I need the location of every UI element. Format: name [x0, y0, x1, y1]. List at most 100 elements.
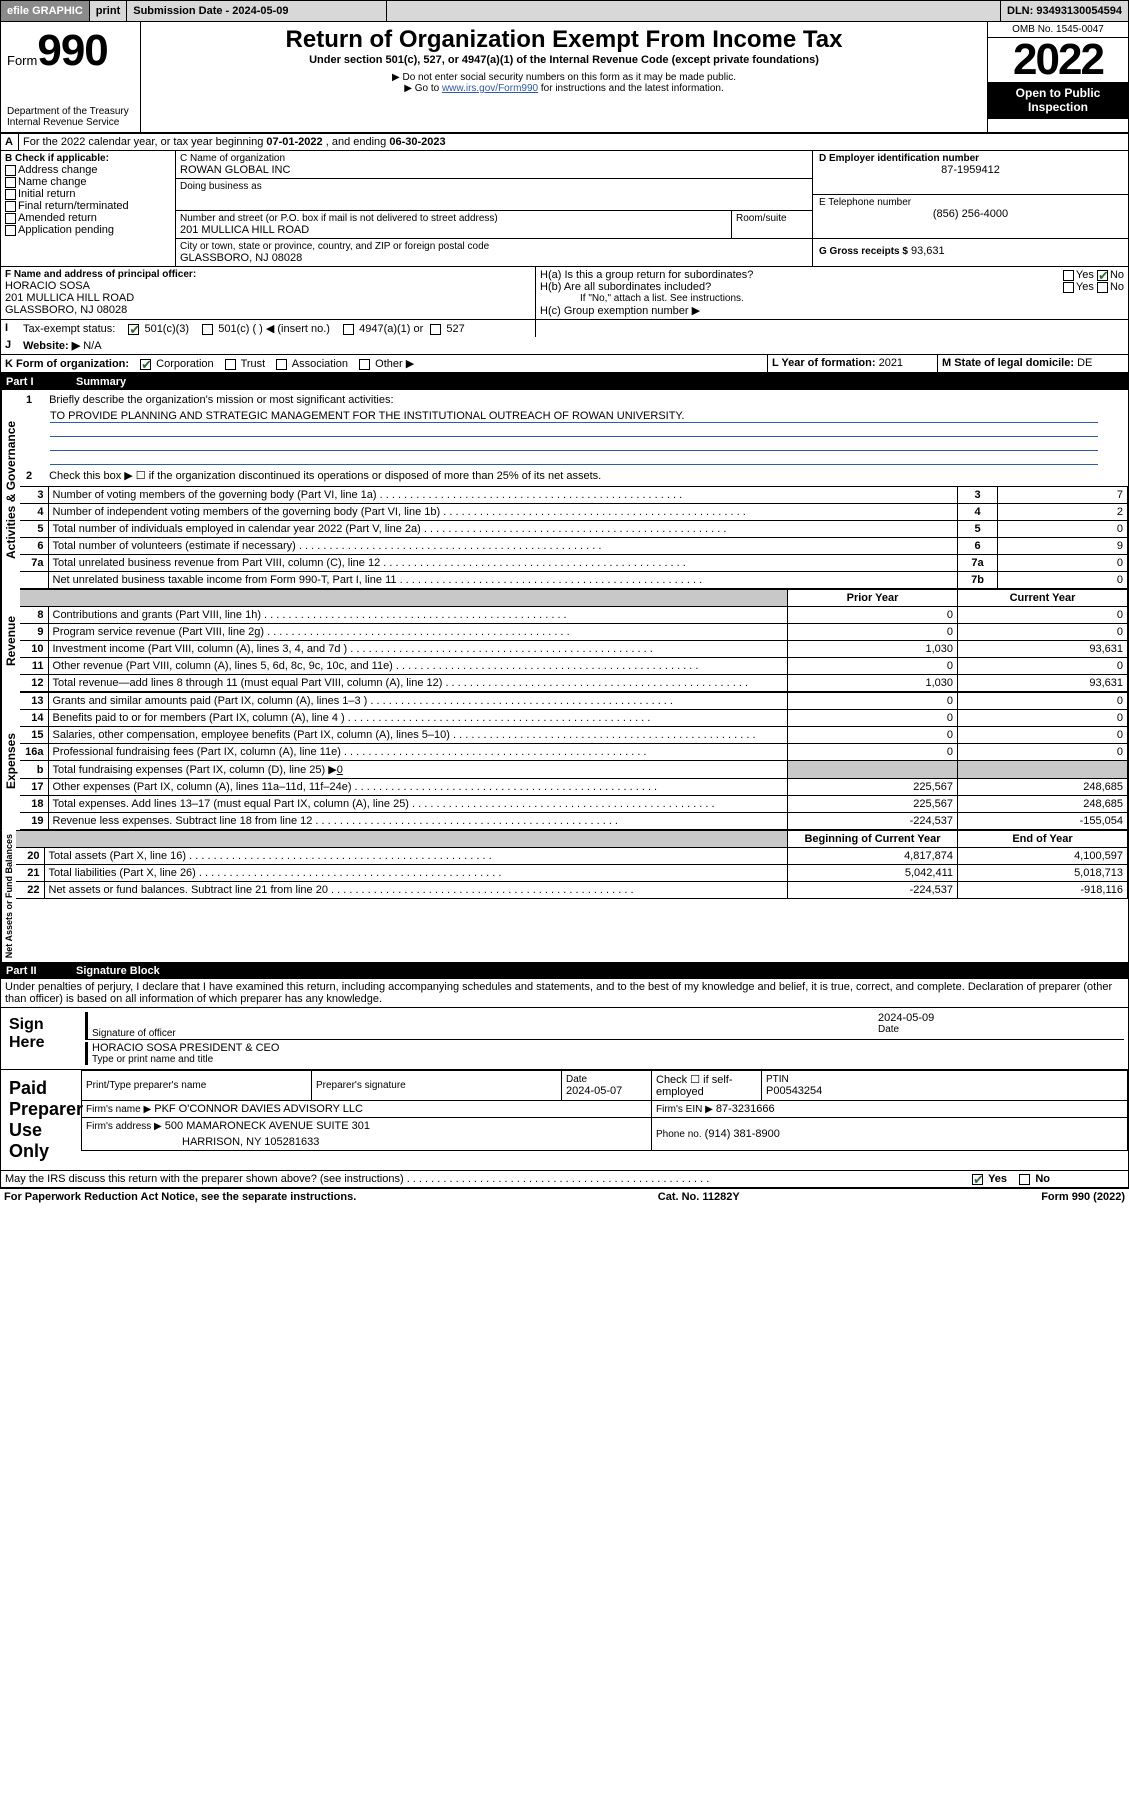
officer-sig-name: HORACIO SOSA PRESIDENT & CEO — [92, 1042, 1124, 1054]
year-formation-label: L Year of formation: — [772, 357, 876, 369]
netassets-table: Beginning of Current YearEnd of Year 20T… — [16, 830, 1128, 899]
form-title: Return of Organization Exempt From Incom… — [147, 26, 981, 54]
period-begin: 07-01-2022 — [266, 136, 322, 148]
prep-name-label: Print/Type preparer's name — [86, 1080, 307, 1091]
org-name-label: C Name of organization — [180, 153, 808, 164]
chk-amended[interactable]: Amended return — [5, 212, 171, 224]
row16b-label: Total fundraising expenses (Part IX, col… — [53, 764, 337, 776]
q1-label: Briefly describe the organization's miss… — [49, 394, 393, 406]
chk-amended-label: Amended return — [18, 212, 97, 224]
phone-value: (856) 256-4000 — [819, 208, 1122, 220]
chk-address[interactable]: Address change — [5, 164, 171, 176]
col-prior: Prior Year — [788, 590, 958, 607]
firm-ein: 87-3231666 — [716, 1103, 775, 1115]
opt-corp: Corporation — [156, 358, 213, 370]
mission-line2 — [50, 423, 1098, 437]
page-footer: For Paperwork Reduction Act Notice, see … — [0, 1188, 1129, 1205]
chk-initial[interactable]: Initial return — [5, 188, 171, 200]
footer-mid: Cat. No. 11282Y — [658, 1191, 740, 1203]
irs-link[interactable]: www.irs.gov/Form990 — [442, 83, 538, 94]
discuss-yes-check[interactable] — [972, 1174, 983, 1185]
part1-title: Summary — [76, 376, 126, 388]
sig-date-value: 2024-05-09 — [878, 1012, 1124, 1024]
form-label: Form990 — [7, 26, 134, 76]
hb-note: If "No," attach a list. See instructions… — [540, 293, 1124, 304]
chk-501c3[interactable]: 501(c)(3) — [128, 323, 189, 335]
firm-phone: (914) 381-8900 — [705, 1128, 780, 1140]
ptin-label: PTIN — [766, 1074, 1123, 1085]
dba-label: Doing business as — [180, 181, 808, 192]
officer-addr1: 201 MULLICA HILL ROAD — [5, 292, 531, 304]
ha-no: No — [1110, 269, 1124, 281]
chk-527[interactable]: 527 — [430, 323, 464, 335]
open-inspection: Open to Public Inspection — [988, 82, 1128, 119]
prep-date: 2024-05-07 — [566, 1085, 647, 1097]
top-bar: efile GRAPHIC print Submission Date - 20… — [0, 0, 1129, 22]
chk-trust[interactable]: Trust — [225, 358, 266, 370]
efile-label: efile GRAPHIC — [1, 1, 90, 21]
sig-date-label: Date — [878, 1024, 1124, 1035]
prep-date-label: Date — [566, 1074, 647, 1085]
ein-value: 87-1959412 — [819, 164, 1122, 176]
sign-here-label: Sign Here — [1, 1008, 81, 1069]
ha-label: H(a) Is this a group return for subordin… — [540, 269, 753, 281]
vlabel-expenses: Expenses — [1, 692, 20, 830]
firm-name-label: Firm's name ▶ — [86, 1104, 151, 1115]
discuss-text: May the IRS discuss this return with the… — [5, 1173, 404, 1185]
q2-text: Check this box ▶ ☐ if the organization d… — [49, 470, 601, 482]
hb-label: H(b) Are all subordinates included? — [540, 281, 711, 293]
chk-initial-label: Initial return — [18, 188, 75, 200]
opt-assoc: Association — [292, 358, 348, 370]
irs-label: Internal Revenue Service — [7, 117, 134, 128]
opt-527: 527 — [446, 323, 464, 335]
city-label: City or town, state or province, country… — [180, 241, 808, 252]
note2-post: for instructions and the latest informat… — [538, 83, 724, 94]
footer-right-post: (2022) — [1090, 1191, 1125, 1203]
opt-trust: Trust — [241, 358, 266, 370]
addr-label: Number and street (or P.O. box if mail i… — [180, 213, 727, 224]
discuss-no-check[interactable] — [1019, 1174, 1030, 1185]
website-label: Website: ▶ — [23, 340, 80, 352]
period-row: A For the 2022 calendar year, or tax yea… — [0, 134, 1129, 151]
footer-left: For Paperwork Reduction Act Notice, see … — [4, 1191, 356, 1203]
officer-addr2: GLASSBORO, NJ 08028 — [5, 304, 531, 316]
org-address: 201 MULLICA HILL ROAD — [180, 224, 727, 236]
chk-4947[interactable]: 4947(a)(1) or — [343, 323, 423, 335]
officer-label: F Name and address of principal officer: — [5, 269, 531, 280]
chk-pending[interactable]: Application pending — [5, 224, 171, 236]
gross-value: 93,631 — [911, 245, 945, 257]
chk-501c[interactable]: 501(c) ( ) ◀ (insert no.) — [202, 323, 330, 335]
form-word: Form — [7, 53, 37, 68]
form-org-label: K Form of organization: — [5, 358, 129, 370]
footer-right-pre: Form — [1041, 1191, 1072, 1203]
prep-sig-label: Preparer's signature — [316, 1080, 557, 1091]
chk-assoc[interactable]: Association — [276, 358, 348, 370]
vlabel-revenue: Revenue — [1, 589, 20, 692]
col-end: End of Year — [958, 831, 1128, 848]
dln-label: DLN: 93493130054594 — [1001, 1, 1128, 21]
room-label: Room/suite — [732, 211, 812, 238]
chk-corp[interactable]: Corporation — [140, 358, 214, 370]
footer-right-form: 990 — [1072, 1191, 1090, 1203]
ptin-value: P00543254 — [766, 1085, 1123, 1097]
chk-final[interactable]: Final return/terminated — [5, 200, 171, 212]
section-b-label: B Check if applicable: — [5, 153, 171, 164]
chk-address-label: Address change — [18, 164, 98, 176]
firm-phone-label: Phone no. — [656, 1129, 702, 1140]
chk-other[interactable]: Other ▶ — [359, 358, 414, 370]
form-note2: ▶ Go to www.irs.gov/Form990 for instruct… — [147, 83, 981, 94]
period-mid: , and ending — [326, 136, 390, 148]
print-button[interactable]: print — [90, 1, 127, 21]
firm-addr-label: Firm's address ▶ — [86, 1121, 162, 1132]
hb-yes: Yes — [1076, 281, 1094, 293]
governance-table: 3Number of voting members of the governi… — [20, 486, 1128, 589]
chk-name[interactable]: Name change — [5, 176, 171, 188]
officer-name: HORACIO SOSA — [5, 280, 531, 292]
period-end: 06-30-2023 — [389, 136, 445, 148]
firm-ein-label: Firm's EIN ▶ — [656, 1104, 713, 1115]
ha-yes: Yes — [1076, 269, 1094, 281]
hc-label: H(c) Group exemption number ▶ — [540, 304, 1124, 317]
ha-answer: Yes No — [1063, 269, 1124, 281]
form-subtitle: Under section 501(c), 527, or 4947(a)(1)… — [147, 54, 981, 66]
domicile-value: DE — [1077, 357, 1092, 369]
